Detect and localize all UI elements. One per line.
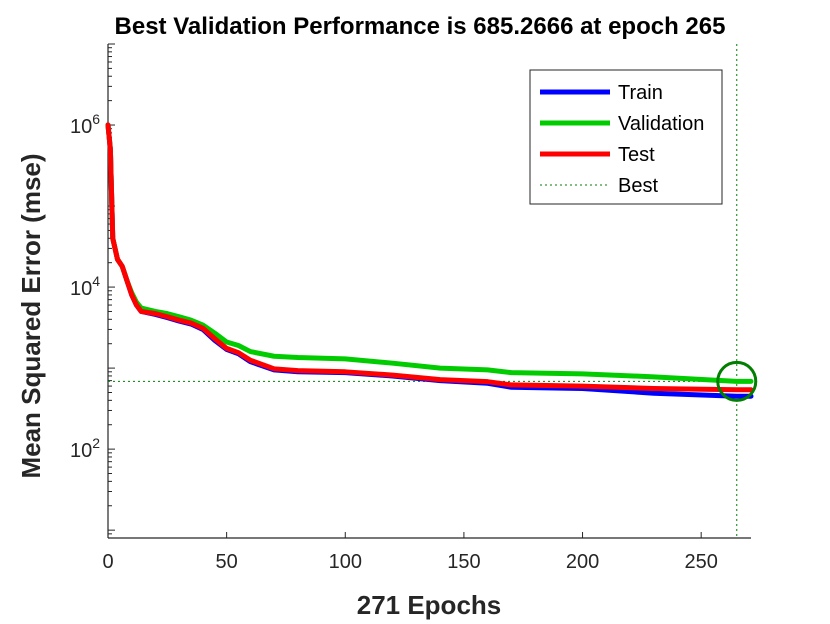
legend-label-train: Train (618, 82, 663, 104)
legend-label-validation: Validation (618, 113, 704, 135)
chart-title: Best Validation Performance is 685.2666 … (115, 13, 726, 40)
x-tick-label: 150 (447, 551, 480, 573)
y-tick-label: 106 (70, 111, 100, 138)
y-axis-label: Mean Squared Error (mse) (16, 153, 46, 478)
series-line-test (105, 122, 754, 393)
x-tick-label: 50 (216, 551, 238, 573)
best-marker-circle (716, 360, 758, 402)
legend: Train Validation Test Best (529, 69, 723, 205)
plot-area: 0 50 100 150 200 250 102 104 106 (70, 43, 758, 573)
x-tick-label: 200 (566, 551, 599, 573)
x-axis-label: 271 Epochs (357, 590, 502, 620)
y-tick-label: 102 (70, 435, 100, 462)
x-tick-label: 100 (329, 551, 362, 573)
x-tick-label: 250 (684, 551, 717, 573)
y-tick-label: 104 (70, 273, 100, 300)
x-tick-label: 0 (102, 551, 113, 573)
legend-label-best: Best (618, 175, 658, 197)
legend-label-test: Test (618, 144, 655, 166)
